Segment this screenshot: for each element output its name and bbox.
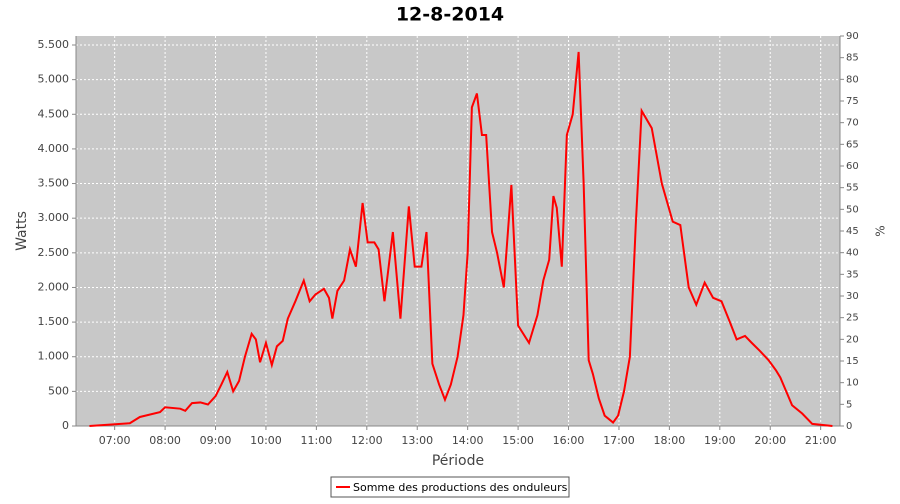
- x-tick-label: 21:00: [805, 434, 837, 447]
- x-tick-label: 16:00: [553, 434, 585, 447]
- y2-tick-label: 25: [846, 313, 859, 324]
- y-tick-label: 1.000: [38, 350, 70, 363]
- y-tick-label: 4.500: [38, 107, 70, 120]
- x-tick-label: 10:00: [250, 434, 282, 447]
- x-tick-label: 19:00: [704, 434, 736, 447]
- y-tick-label: 500: [48, 384, 69, 397]
- y2-tick-label: 85: [846, 53, 859, 64]
- x-tick-label: 17:00: [603, 434, 635, 447]
- chart-title: 12-8-2014: [396, 4, 504, 26]
- y-tick-label: 1.500: [38, 315, 70, 328]
- y-axis-label: Watts: [14, 211, 30, 251]
- y-tick-label: 2.500: [38, 246, 70, 259]
- y2-tick-label: 80: [846, 74, 859, 85]
- legend-label: Somme des productions des onduleurs: [353, 481, 568, 494]
- x-tick-label: 09:00: [200, 434, 232, 447]
- y2-tick-label: 90: [846, 31, 859, 42]
- y-tick-label: 2.000: [38, 280, 70, 293]
- x-tick-label: 15:00: [502, 434, 534, 447]
- x-tick-label: 07:00: [99, 434, 131, 447]
- legend-box: [330, 476, 570, 498]
- y2-tick-label: 75: [846, 96, 859, 107]
- x-tick-label: 12:00: [351, 434, 383, 447]
- y2-tick-label: 50: [846, 204, 859, 215]
- y2-tick-label: 5: [846, 399, 852, 410]
- y2-tick-label: 65: [846, 139, 859, 150]
- y2-tick-label: 55: [846, 183, 859, 194]
- series-line: [89, 51, 833, 427]
- y2-tick-label: 0: [846, 421, 852, 432]
- x-tick-label: 18:00: [654, 434, 686, 447]
- x-axis-label: Période: [432, 453, 484, 469]
- x-tick-label: 11:00: [301, 434, 333, 447]
- y2-tick-label: 35: [846, 269, 859, 280]
- y-tick-label: 3.500: [38, 177, 70, 190]
- plot-area: [76, 36, 840, 426]
- y-tick-label: 5.000: [38, 73, 70, 86]
- y2-axis-label: %: [874, 225, 888, 236]
- y2-tick-label: 15: [846, 356, 859, 367]
- y-tick-label: 0: [62, 419, 69, 432]
- y2-tick-label: 30: [846, 291, 859, 302]
- x-tick-label: 20:00: [754, 434, 786, 447]
- y-tick-label: 4.000: [38, 142, 70, 155]
- y-tick-label: 5.500: [38, 38, 70, 51]
- x-tick-label: 08:00: [149, 434, 181, 447]
- y2-tick-label: 10: [846, 378, 859, 389]
- y2-tick-label: 60: [846, 161, 859, 172]
- y2-tick-label: 40: [846, 248, 859, 259]
- y2-tick-label: 45: [846, 226, 859, 237]
- y-tick-label: 3.000: [38, 211, 70, 224]
- y2-tick-label: 70: [846, 118, 859, 129]
- y2-tick-label: 20: [846, 334, 859, 345]
- x-tick-label: 13:00: [401, 434, 433, 447]
- x-tick-label: 14:00: [452, 434, 484, 447]
